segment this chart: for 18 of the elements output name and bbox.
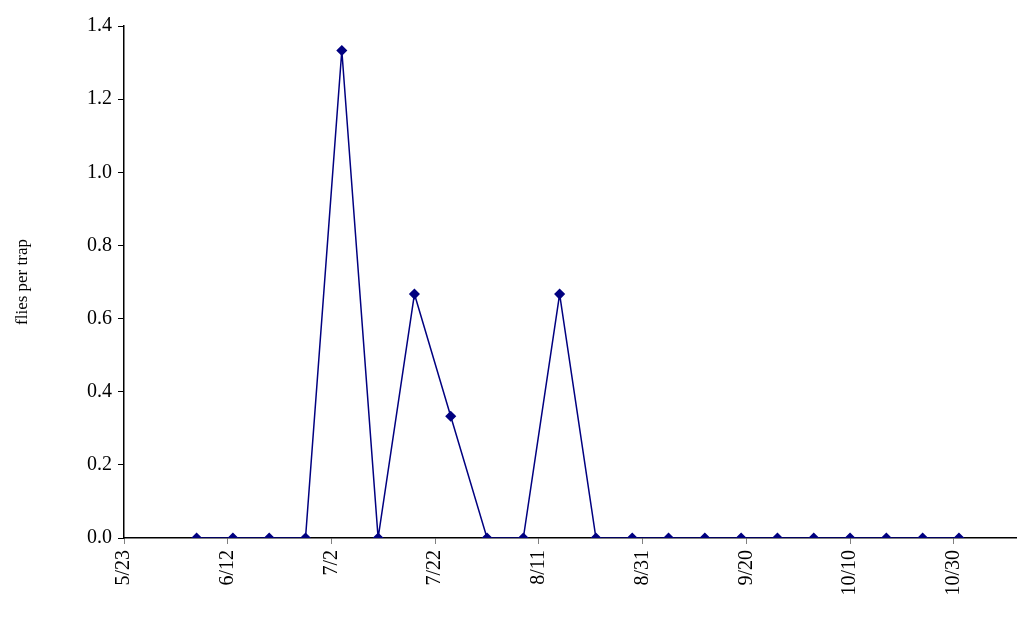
y-tick-label: 0.0 — [87, 525, 112, 548]
y-tick-label: 0.6 — [87, 305, 112, 328]
y-tick-label: 1.0 — [87, 159, 112, 182]
x-tick-label: 9/20 — [733, 550, 756, 586]
x-tick-label: 5/23 — [111, 550, 134, 586]
y-tick-label: 1.2 — [87, 86, 112, 109]
y-tick-label: 0.2 — [87, 452, 112, 475]
x-tick-label: 7/22 — [422, 550, 445, 586]
x-tick-label: 6/12 — [214, 550, 237, 586]
y-tick-label: 1.4 — [87, 13, 112, 36]
y-axis-title: flies per trap — [11, 239, 31, 325]
y-tick-label: 0.4 — [87, 378, 112, 401]
x-tick-label: 8/31 — [629, 550, 652, 586]
y-tick-label: 0.8 — [87, 232, 112, 255]
x-tick-label: 10/10 — [837, 550, 860, 596]
x-tick-label: 8/11 — [526, 550, 549, 585]
x-tick-label: 10/30 — [941, 550, 964, 596]
x-tick-label: 7/2 — [318, 550, 341, 576]
